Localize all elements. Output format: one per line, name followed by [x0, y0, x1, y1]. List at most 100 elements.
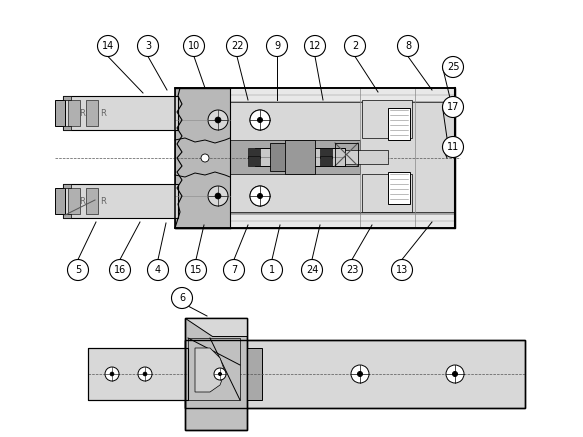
Polygon shape [175, 88, 182, 228]
Circle shape [214, 368, 226, 380]
Bar [335, 143, 358, 166]
Text: 14: 14 [102, 41, 114, 51]
Circle shape [250, 186, 270, 206]
Text: 2: 2 [352, 41, 358, 51]
Bar [362, 174, 412, 212]
Text: 24: 24 [306, 265, 318, 275]
Bar [247, 348, 262, 400]
Bar [320, 148, 332, 158]
Circle shape [351, 365, 369, 383]
Bar [68, 100, 80, 126]
Bar [248, 148, 260, 158]
Circle shape [301, 260, 322, 281]
Circle shape [442, 56, 463, 77]
Bar [88, 348, 188, 400]
Bar [63, 214, 71, 218]
Bar [345, 150, 388, 164]
Text: 9: 9 [274, 41, 280, 51]
Circle shape [215, 193, 221, 199]
Circle shape [446, 365, 464, 383]
Circle shape [171, 288, 192, 309]
Text: 25: 25 [447, 62, 459, 72]
Bar [388, 172, 410, 204]
Text: 7: 7 [231, 265, 237, 275]
Circle shape [452, 371, 458, 377]
Text: R: R [79, 197, 85, 205]
Text: 23: 23 [346, 265, 358, 275]
Circle shape [392, 260, 413, 281]
Text: 11: 11 [447, 142, 459, 152]
Circle shape [110, 372, 114, 376]
Text: 13: 13 [396, 265, 408, 275]
Bar [63, 184, 71, 188]
Bar [88, 348, 188, 400]
Circle shape [223, 260, 244, 281]
Bar [230, 140, 360, 174]
Circle shape [143, 372, 147, 376]
Text: 1: 1 [269, 265, 275, 275]
Polygon shape [195, 348, 225, 392]
Circle shape [110, 260, 131, 281]
Text: 17: 17 [447, 102, 459, 112]
Circle shape [304, 35, 325, 56]
Bar [320, 156, 332, 166]
Circle shape [398, 35, 419, 56]
Text: 5: 5 [75, 265, 81, 275]
Bar [270, 143, 290, 171]
Circle shape [138, 367, 152, 381]
Circle shape [266, 35, 287, 56]
Bar [63, 96, 71, 100]
Circle shape [357, 371, 363, 377]
Bar [55, 100, 65, 126]
Circle shape [105, 367, 119, 381]
Circle shape [215, 117, 221, 123]
Circle shape [201, 154, 209, 162]
Bar [362, 100, 412, 138]
Bar [388, 108, 410, 140]
Bar [185, 318, 247, 430]
Circle shape [208, 186, 228, 206]
Text: 8: 8 [405, 41, 411, 51]
Bar [175, 88, 455, 228]
Bar [55, 188, 65, 214]
Text: 16: 16 [114, 265, 126, 275]
Circle shape [208, 110, 228, 130]
Polygon shape [185, 318, 247, 336]
Circle shape [97, 35, 118, 56]
Bar [230, 102, 455, 212]
Circle shape [68, 260, 89, 281]
Bar [175, 88, 230, 228]
Circle shape [258, 118, 262, 122]
Bar [185, 340, 525, 408]
Text: 12: 12 [309, 41, 321, 51]
Circle shape [442, 136, 463, 157]
Bar [360, 88, 455, 228]
Bar [63, 184, 178, 218]
Circle shape [184, 35, 205, 56]
Circle shape [219, 372, 222, 375]
Polygon shape [188, 338, 240, 400]
Bar [86, 188, 98, 214]
Circle shape [342, 260, 363, 281]
Bar [285, 140, 315, 174]
Circle shape [442, 97, 463, 118]
Circle shape [262, 260, 283, 281]
Circle shape [185, 260, 206, 281]
Text: R: R [100, 108, 106, 118]
Bar [185, 340, 525, 408]
Text: 4: 4 [155, 265, 161, 275]
Bar [63, 96, 178, 130]
Circle shape [250, 186, 270, 206]
Text: 6: 6 [179, 293, 185, 303]
Text: R: R [79, 108, 85, 118]
Bar [68, 188, 80, 214]
Circle shape [147, 260, 168, 281]
Bar [175, 88, 455, 228]
Circle shape [250, 110, 270, 130]
Circle shape [345, 35, 366, 56]
Text: 3: 3 [145, 41, 151, 51]
Text: R: R [100, 197, 106, 205]
Bar [175, 214, 455, 228]
Circle shape [258, 194, 262, 198]
Text: 10: 10 [188, 41, 200, 51]
